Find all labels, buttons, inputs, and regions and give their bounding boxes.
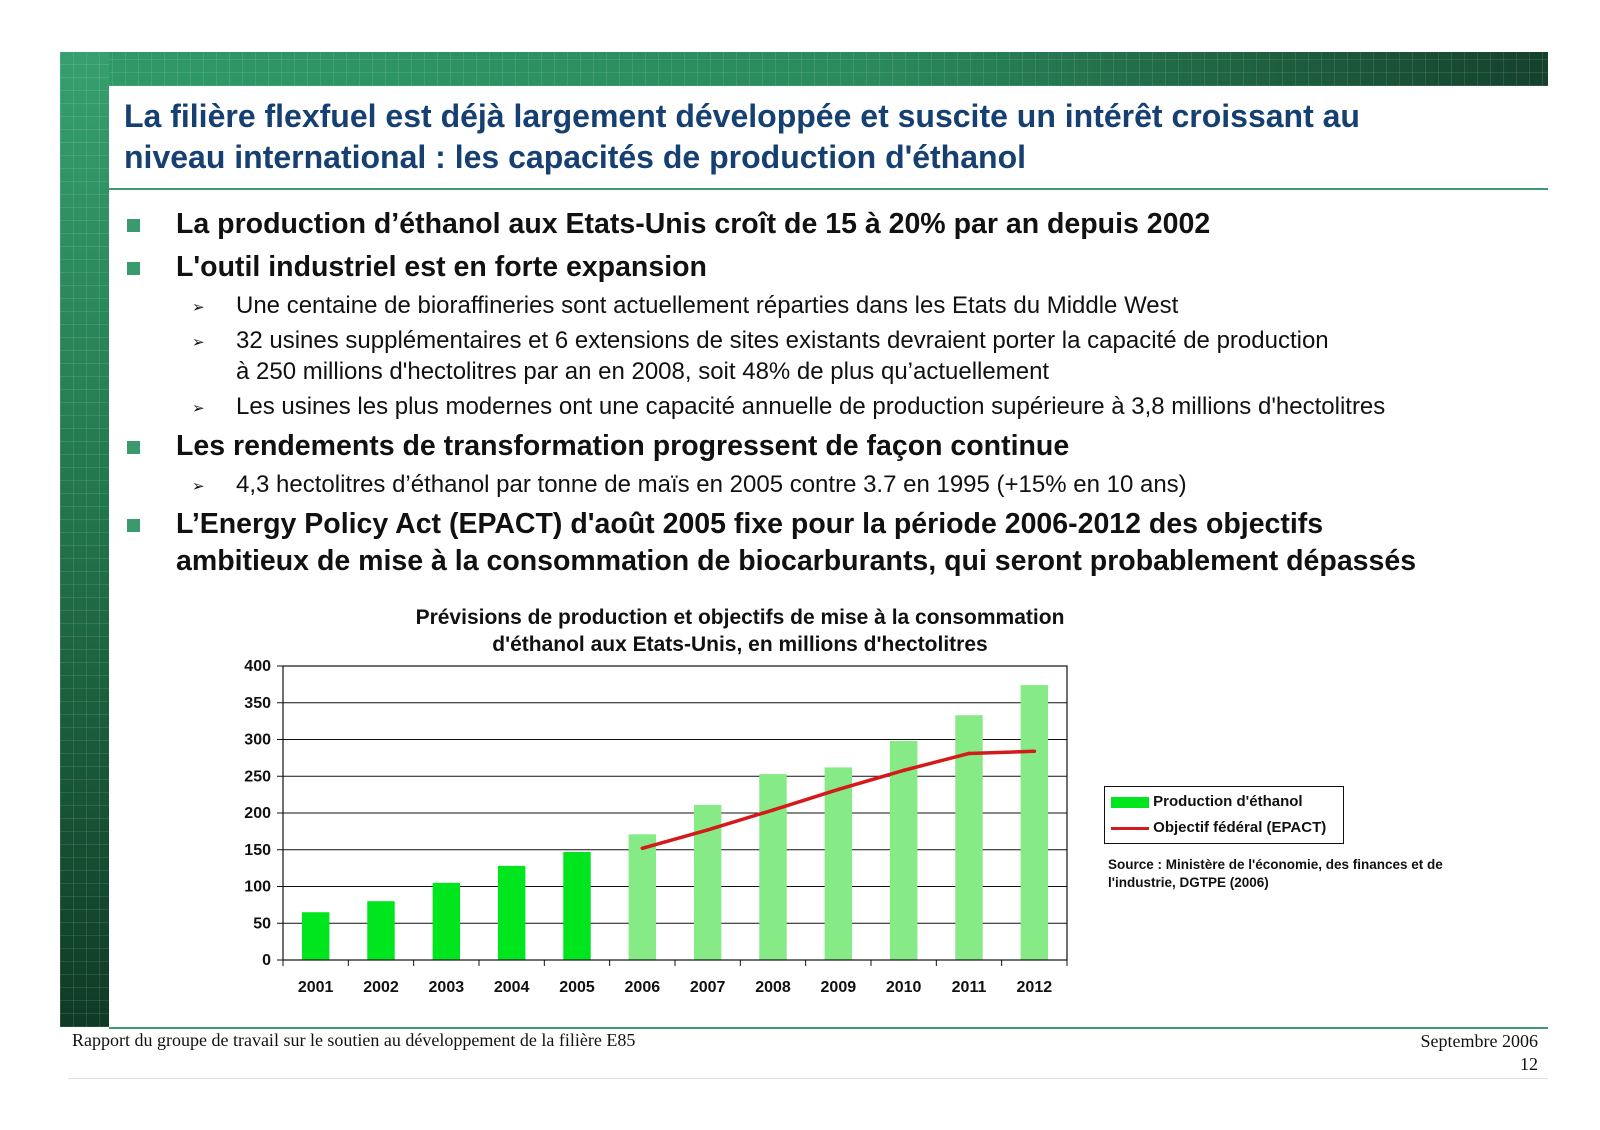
x-tick-label: 2001: [298, 979, 334, 996]
y-tick-label: 400: [244, 660, 271, 675]
objective-point-2011: [967, 751, 971, 756]
bar-2010: [889, 740, 918, 960]
bullet-square-icon: [127, 219, 140, 232]
y-tick-label: 100: [244, 879, 271, 896]
chart-title-line-2: d'éthanol aux Etats-Unis, en millions d'…: [492, 633, 988, 656]
y-tick-label: 200: [244, 805, 271, 822]
bullet-text: Les rendements de transformation progres…: [176, 430, 1070, 462]
bullet-square-icon: [127, 262, 140, 275]
slide-title: La filière flexfuel est déjà largement d…: [124, 96, 1504, 178]
arrow-bullet-icon: ➢: [192, 299, 205, 316]
chart-source: Source : Ministère de l'économie, des fi…: [1108, 857, 1443, 890]
x-tick-label: 2002: [363, 979, 399, 996]
bar-2002: [367, 901, 395, 960]
bullet-item: L’Energy Policy Act (EPACT) d'août 2005 …: [124, 506, 1554, 580]
sub-bullet-text: à 250 millions d'hectolitres par an en 2…: [236, 358, 1050, 385]
x-tick-label: 2012: [1017, 979, 1053, 996]
x-tick-label: 2006: [625, 979, 661, 996]
sub-bullet-item: ➢ 4,3 hectolitres d’éthanol par tonne de …: [124, 469, 1554, 500]
bullet-square-icon: [127, 519, 140, 532]
y-tick-label: 250: [244, 768, 271, 785]
left-banner: [60, 52, 109, 1027]
chart-title: Prévisions de production et objectifs de…: [360, 604, 1120, 658]
objective-point-2006: [640, 846, 645, 851]
bullet-text: ambitieux de mise à la consommation de b…: [176, 545, 1417, 577]
y-tick-label: 150: [244, 842, 271, 859]
x-tick-label: 2004: [494, 979, 530, 996]
legend-swatch-production: [1111, 796, 1149, 808]
bar-2001: [301, 912, 330, 960]
legend-label-production: Production d'éthanol: [1153, 793, 1303, 810]
sub-bullet-text: Les usines les plus modernes ont une cap…: [236, 393, 1386, 420]
objective-point-2009: [836, 787, 841, 792]
x-tick-label: 2011: [952, 979, 987, 996]
chart-title-line-1: Prévisions de production et objectifs de…: [415, 606, 1065, 629]
y-tick-label: 50: [253, 915, 271, 932]
slide-title-line-2: niveau international : les capacités de …: [124, 139, 1026, 175]
x-tick-label: 2008: [755, 979, 791, 996]
bar-2006: [628, 834, 657, 960]
bottom-divider: [109, 1027, 1548, 1029]
slide-frame: [60, 52, 1548, 1029]
y-tick-label: 350: [244, 695, 271, 712]
bullet-text: L’Energy Policy Act (EPACT) d'août 2005 …: [176, 508, 1324, 540]
objective-point-2008: [771, 808, 775, 812]
bar-2012: [1020, 685, 1049, 960]
bar-2005: [563, 851, 591, 960]
y-tick-label: 300: [244, 732, 271, 749]
objective-point-2012: [1032, 749, 1037, 754]
bar-2009: [824, 767, 853, 960]
bar-2008: [759, 774, 787, 960]
legend-label-objective: Objectif fédéral (EPACT): [1153, 819, 1327, 836]
footer-date: Septembre 2006: [1420, 1031, 1538, 1051]
bullet-item: La production d’éthanol aux Etats-Unis c…: [124, 206, 1554, 243]
x-tick-label: 2010: [886, 979, 922, 996]
slide-title-line-1: La filière flexfuel est déjà largement d…: [124, 98, 1360, 134]
footer-page-number: 12: [1520, 1054, 1538, 1074]
sub-bullet-text: 32 usines supplémentaires et 6 extension…: [236, 327, 1329, 354]
sub-bullet-item: ➢ 32 usines supplémentaires et 6 extensio…: [124, 325, 1554, 387]
ethanol-chart: 0 50 100 150 200 250 300 350 400 2001 2002 2003 2004…: [244, 660, 1068, 996]
title-divider: [109, 188, 1548, 190]
footer-divider: [68, 1078, 1548, 1079]
chart-legend: Production d'éthanol Objectif fédéral (E…: [1104, 786, 1344, 844]
top-banner: [60, 52, 1548, 86]
objective-point-2007: [705, 828, 710, 832]
arrow-bullet-icon: ➢: [192, 478, 205, 495]
bar-2003: [432, 882, 461, 960]
legend-item-objective: Objectif fédéral (EPACT): [1111, 819, 1326, 836]
sub-bullet-item: ➢ Une centaine de bioraffineries sont act…: [124, 290, 1554, 321]
bar-2004: [497, 865, 526, 960]
sub-bullet-text: 4,3 hectolitres d’éthanol par tonne de m…: [236, 471, 1187, 498]
sub-bullet-text: Une centaine de bioraffineries sont actu…: [236, 292, 1179, 319]
bullet-text: L'outil industriel est en forte expansio…: [176, 251, 707, 283]
bullet-item: L'outil industriel est en forte expansio…: [124, 249, 1554, 286]
footer-date-page: Septembre 2006 12: [1421, 1030, 1538, 1076]
legend-item-production: Production d'éthanol: [1111, 793, 1303, 810]
bullet-square-icon: [127, 441, 140, 454]
x-tick-label: 2005: [559, 979, 595, 996]
footer-report-title: Rapport du groupe de travail sur le sout…: [72, 1030, 636, 1050]
legend-swatch-objective: [1111, 826, 1149, 830]
x-tick-label: 2009: [821, 979, 857, 996]
bullet-list: La production d’éthanol aux Etats-Unis c…: [124, 206, 1554, 580]
x-tick-label: 2007: [690, 979, 726, 996]
x-tick-label: 2003: [429, 979, 465, 996]
y-tick-label: 0: [262, 952, 271, 969]
sub-bullet-item: ➢ Les usines les plus modernes ont une ca…: [124, 391, 1554, 422]
bullet-text: La production d’éthanol aux Etats-Unis c…: [176, 208, 1211, 240]
objective-point-2010: [901, 768, 906, 773]
bullet-item: Les rendements de transformation progres…: [124, 428, 1554, 465]
arrow-bullet-icon: ➢: [192, 334, 205, 351]
arrow-bullet-icon: ➢: [192, 400, 205, 417]
